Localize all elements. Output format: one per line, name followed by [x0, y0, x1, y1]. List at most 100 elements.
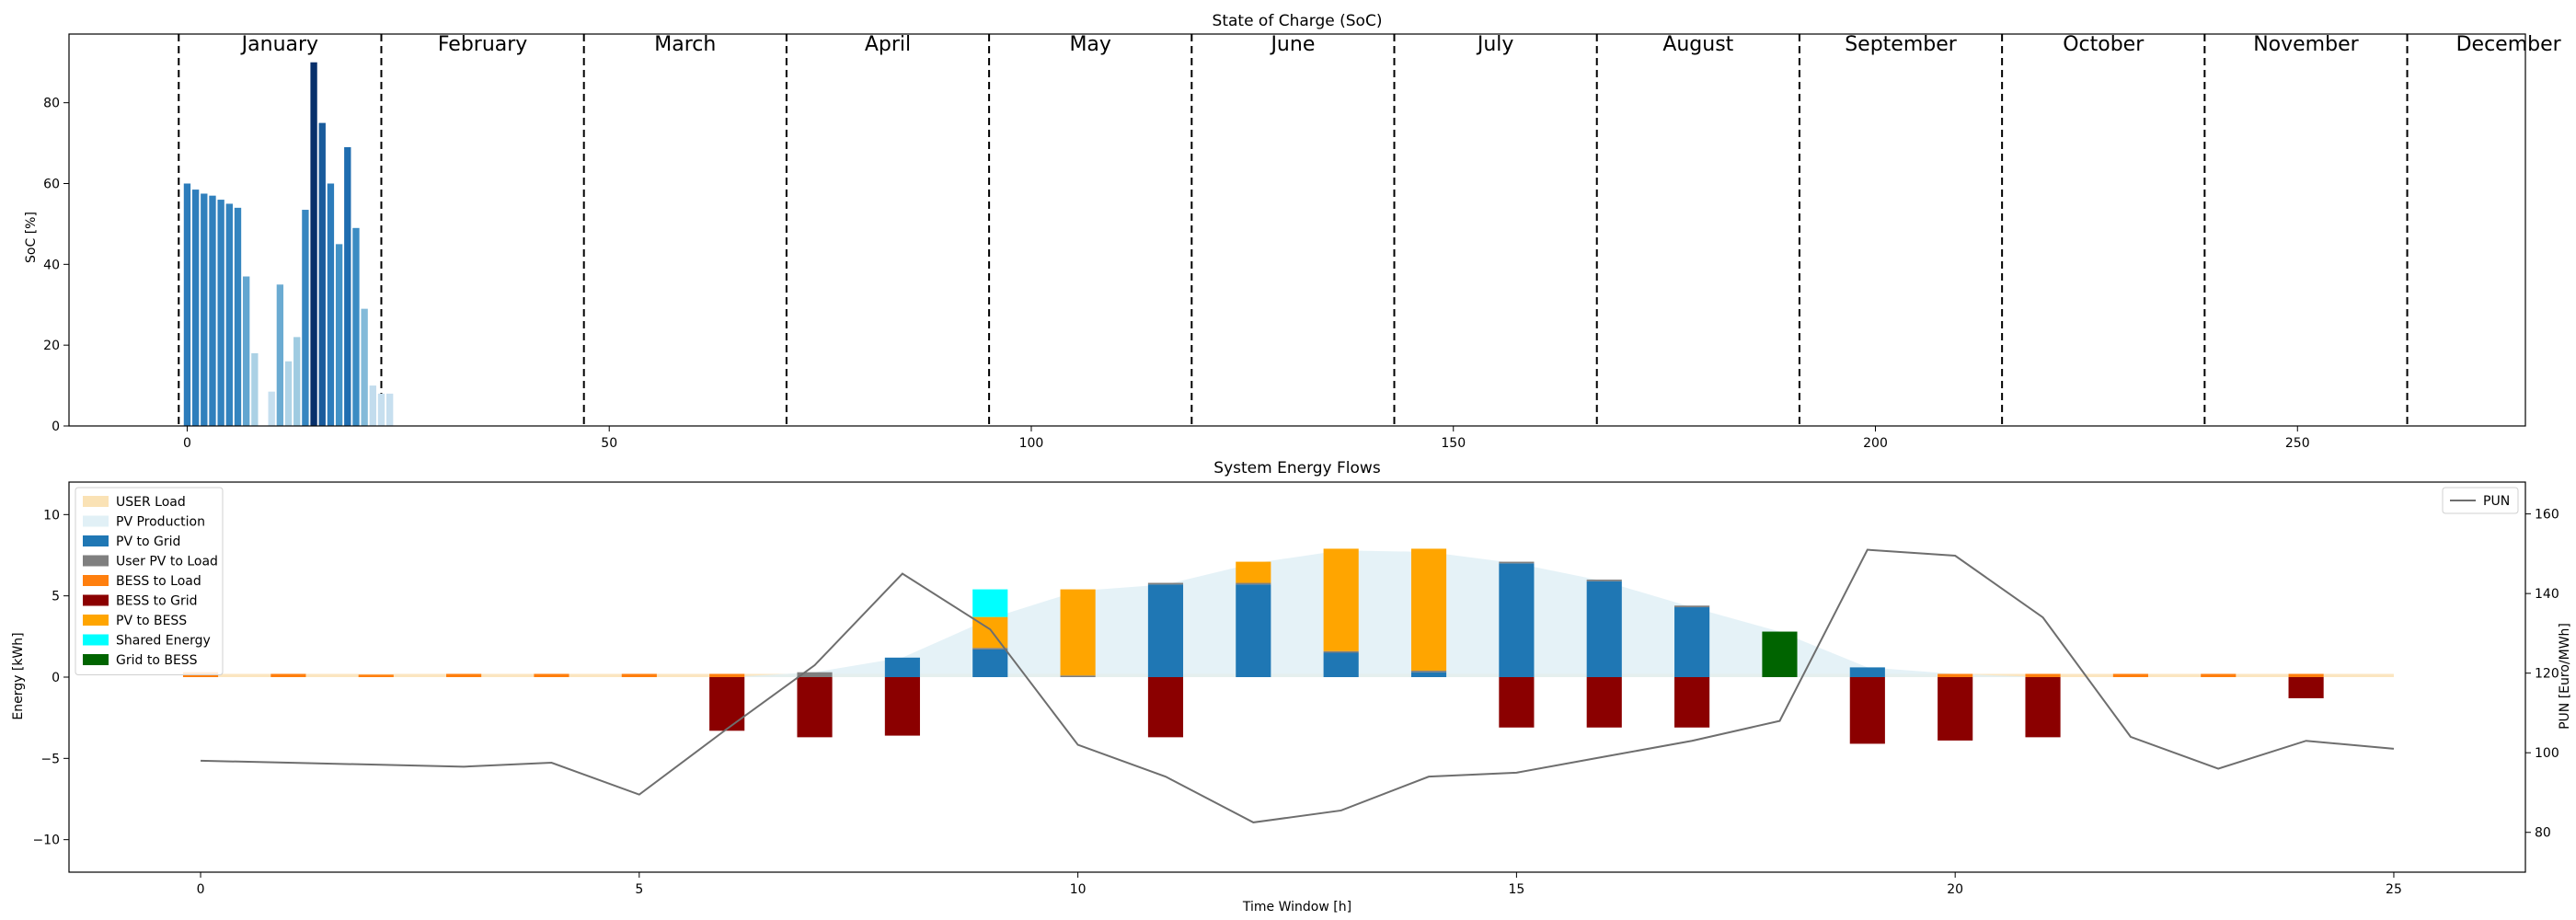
flow-x-tick-label: 20: [1947, 882, 1963, 897]
soc-chart-title: State of Charge (SoC): [1213, 12, 1383, 30]
soc-y-axis-label: SoC [%]: [24, 212, 39, 263]
soc-bar: [183, 183, 191, 426]
soc-x-ticks: 0 50 100 150 200 250: [183, 426, 2310, 451]
soc-plot-frame: [68, 33, 2526, 427]
flow-y-axis-label: Energy [kWh]: [11, 632, 26, 719]
flow-bar-pv-to-grid: [1674, 607, 1710, 677]
flow-bar-bess-to-load: [2201, 673, 2237, 677]
month-label: December: [2456, 33, 2562, 56]
flow-legend-label: Grid to BESS: [116, 653, 198, 668]
soc-bar: [201, 193, 208, 426]
flow-bar-bess-to-load: [534, 673, 569, 677]
flow-legend: USER Load PV Production PV to Grid User PV …: [75, 487, 224, 675]
soc-bar: [191, 190, 200, 427]
flow-x-tick-label: 25: [2386, 882, 2402, 897]
flow-bar-pv-to-grid: [1147, 584, 1184, 677]
flow-bar-pv-to-grid: [1236, 584, 1271, 677]
pun-line-path: [201, 548, 2395, 823]
flow-bar-bess-to-load: [2288, 673, 2324, 677]
flow-bar-bess-to-grid: [1586, 677, 1622, 728]
soc-y-tick-label: 60: [43, 177, 60, 191]
flow-x-tick-label: 10: [1070, 882, 1087, 897]
flow-bar-pv-to-bess: [1060, 589, 1096, 676]
flow-bar-user-pv-to-load: [1674, 605, 1710, 608]
soc-bar: [344, 146, 351, 427]
soc-x-tick-label: 0: [183, 436, 191, 451]
flow-plot-frame: [68, 481, 2526, 873]
flow-bar-bess-to-load: [270, 673, 306, 677]
soc-y-ticks: 0 20 40 60 80: [43, 97, 69, 434]
pun-line: [201, 548, 2395, 823]
flow-y2-tick-label: 100: [2535, 746, 2559, 761]
soc-bar: [377, 393, 385, 426]
flow-legend-swatch: [83, 555, 109, 567]
soc-chart: State of Charge (SoC) SoC [%] January Feb…: [24, 12, 2562, 451]
flow-bar-pv-to-grid: [1849, 667, 1885, 677]
soc-bar: [234, 207, 242, 426]
flow-legend-swatch: [83, 496, 109, 507]
flow-legend-swatch: [83, 634, 109, 646]
flow-y-ticks: −10 −5 0 5 10: [32, 508, 69, 848]
flow-legend-swatch: [83, 535, 109, 546]
flow-bar-bess-to-load: [2112, 673, 2148, 677]
flow-bar-user-pv-to-load: [1586, 580, 1622, 581]
flow-bar-bess-to-grid: [2288, 677, 2324, 698]
flow-bar-bess-to-grid: [709, 677, 745, 731]
flow-bar-bess-to-grid: [1674, 677, 1710, 728]
flow-bar-user-pv-to-load: [1410, 670, 1447, 673]
month-label: July: [1476, 33, 1514, 56]
flow-legend-swatch: [83, 515, 109, 527]
flow-bar-pv-to-grid: [1586, 581, 1622, 677]
flow-bars: [182, 548, 2324, 744]
soc-bar: [268, 391, 275, 426]
soc-bar: [352, 227, 360, 426]
soc-bar: [361, 308, 368, 426]
soc-y-tick-label: 20: [43, 339, 60, 353]
flow-legend-label: PV to Grid: [116, 535, 180, 549]
flow-bar-grid-to-bess: [1762, 631, 1798, 677]
soc-bar: [369, 385, 376, 426]
flow-areas: [201, 550, 2394, 677]
energy-flow-chart: System Energy Flows Energy [kWh] PUN [Eu…: [11, 459, 2572, 914]
month-label: February: [438, 33, 528, 56]
flow-legend-label: PV Production: [116, 515, 205, 530]
flow-x-tick-label: 15: [1508, 882, 1524, 897]
flow-y2-axis-label: PUN [Euro/MWh]: [2558, 623, 2572, 730]
flow-bar-user-pv-to-load: [1060, 675, 1096, 677]
soc-bar: [385, 393, 394, 426]
month-label: September: [1845, 33, 1958, 56]
flow-bar-bess-to-grid: [797, 677, 833, 738]
flow-bar-user-pv-to-load: [797, 672, 833, 677]
flow-legend-swatch: [83, 575, 109, 586]
soc-x-tick-label: 50: [601, 436, 617, 451]
flow-legend-swatch: [83, 594, 109, 606]
flow-x-ticks: 0 5 10 15 20 25: [197, 872, 2402, 897]
flow-bar-user-pv-to-load: [1147, 582, 1184, 585]
soc-x-tick-label: 250: [2285, 436, 2310, 451]
flow-bar-pv-to-bess: [1236, 561, 1271, 583]
flow-x-tick-label: 0: [197, 882, 205, 897]
flow-bar-pv-to-grid: [972, 649, 1008, 677]
month-label: June: [1269, 33, 1315, 56]
flow-bar-bess-to-load: [358, 674, 394, 677]
flow-bar-pv-to-grid: [884, 657, 920, 677]
soc-x-tick-label: 150: [1441, 436, 1466, 451]
month-label: January: [240, 33, 318, 56]
flow-bar-bess-to-load: [621, 673, 657, 677]
soc-bar: [217, 200, 224, 426]
soc-bar: [251, 352, 259, 426]
soc-bar: [284, 361, 293, 426]
flow-legend-label: BESS to Load: [116, 574, 201, 589]
flow-legend-swatch: [83, 615, 109, 626]
soc-bar: [310, 62, 317, 426]
flow-bar-bess-to-load: [446, 673, 482, 677]
soc-bar: [335, 244, 343, 426]
flow-y2-ticks: 80 100 120 140 160: [2525, 508, 2559, 841]
soc-y-tick-label: 0: [52, 420, 60, 434]
flow-legend-label: BESS to Grid: [116, 594, 198, 609]
flow-y2-tick-label: 160: [2535, 508, 2559, 523]
soc-bar: [302, 210, 309, 426]
soc-bar: [276, 284, 284, 426]
month-label: October: [2063, 33, 2145, 56]
